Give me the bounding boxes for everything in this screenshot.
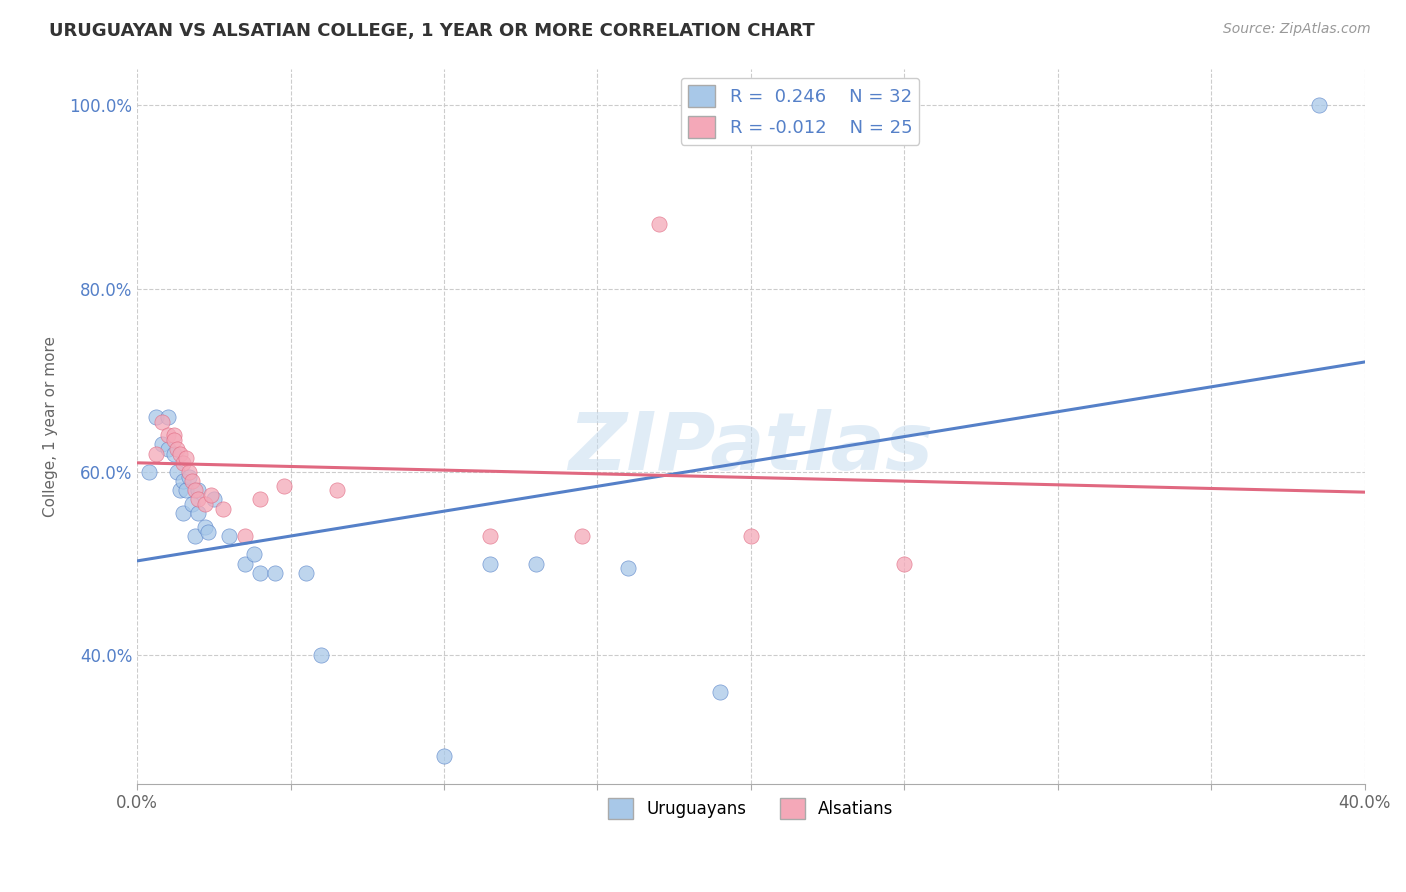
Point [156,409,179,424]
Point [295,566,318,580]
Text: Source: ZipAtlas.com: Source: ZipAtlas.com [1223,22,1371,37]
Point [174,451,197,466]
Point [1308,98,1330,112]
Point [194,520,217,534]
Point [156,428,179,442]
Point [166,442,188,456]
Point [181,474,204,488]
Point [309,648,332,663]
Legend: Uruguayans, Alsatians: Uruguayans, Alsatians [602,792,900,825]
Point [194,497,217,511]
Point [242,548,264,562]
Point [169,483,191,498]
Point [648,218,671,232]
Point [325,483,347,498]
Point [264,566,287,580]
Point [163,433,186,447]
Y-axis label: College, 1 year or more: College, 1 year or more [44,335,58,516]
Point [163,447,186,461]
Point [617,561,640,575]
Point [156,442,179,456]
Point [166,465,188,479]
Point [233,529,256,543]
Point [172,474,194,488]
Point [740,529,762,543]
Point [187,492,209,507]
Point [218,529,240,543]
Point [249,566,271,580]
Point [433,749,456,764]
Point [197,524,219,539]
Point [524,557,547,571]
Point [709,685,731,699]
Point [479,529,502,543]
Point [233,557,256,571]
Text: ZIPatlas: ZIPatlas [568,409,934,486]
Point [479,557,502,571]
Point [179,465,201,479]
Point [179,469,201,483]
Point [172,506,194,520]
Point [212,501,235,516]
Point [273,479,295,493]
Point [571,529,593,543]
Point [150,437,173,451]
Point [169,447,191,461]
Point [150,415,173,429]
Point [174,483,197,498]
Point [187,483,209,498]
Point [172,456,194,470]
Text: URUGUAYAN VS ALSATIAN COLLEGE, 1 YEAR OR MORE CORRELATION CHART: URUGUAYAN VS ALSATIAN COLLEGE, 1 YEAR OR… [49,22,815,40]
Point [187,506,209,520]
Point [200,488,222,502]
Point [181,497,204,511]
Point [145,447,167,461]
Point [893,557,915,571]
Point [163,428,186,442]
Point [184,483,207,498]
Point [202,492,225,507]
Point [145,409,167,424]
Point [184,529,207,543]
Point [138,465,160,479]
Point [249,492,271,507]
